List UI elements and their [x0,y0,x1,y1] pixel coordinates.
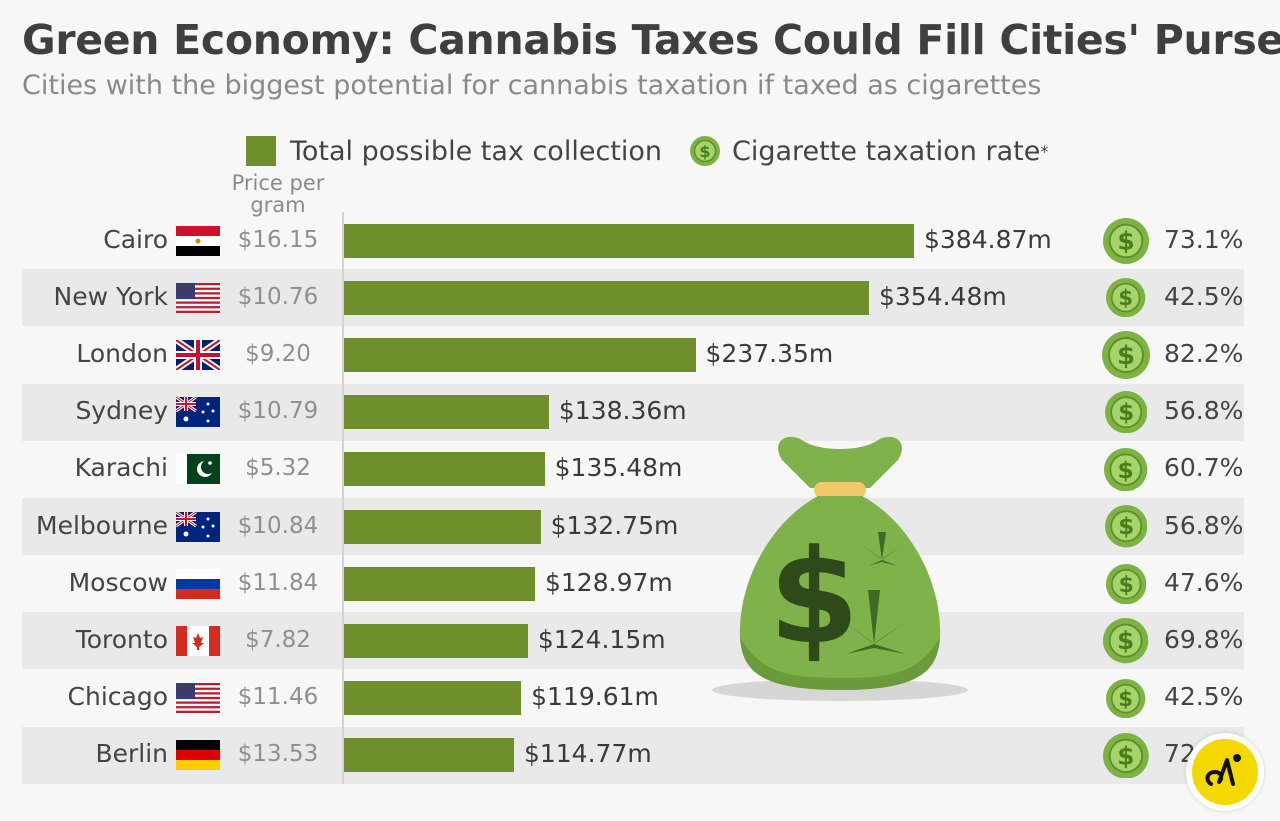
bar-value-label: $128.97m [545,567,673,597]
svg-text:$: $ [1117,226,1134,255]
price-per-gram: $16.15 [237,226,319,253]
tax-rate-label: 82.2% [1164,339,1244,368]
city-label: Moscow [68,567,168,597]
bar-value-label: $135.48m [554,453,683,483]
coin-icon: $ [1102,331,1150,383]
money-bag-icon: $ [712,436,968,701]
usa-flag-icon [176,683,220,714]
usa-flag-icon [176,282,220,313]
tax-rate-label: 60.7% [1164,453,1244,483]
svg-text:$: $ [1118,572,1133,597]
price-per-gram: $11.46 [237,684,319,711]
bar-value-label: $237.35m [705,339,834,368]
tax-rate-label: 73.1% [1164,224,1244,254]
legend-bar-swatch [246,136,276,166]
bar-value-label: $384.87m [924,224,1052,254]
bar-value-label: $119.61m [531,682,659,712]
price-per-gram: $11.84 [237,569,319,596]
bar [344,395,549,430]
city-label: Chicago [67,682,168,712]
egypt-flag-icon [176,225,220,256]
coin-icon: $ [1106,678,1146,722]
bar [344,681,522,716]
bar-value-label: $354.48m [878,281,1007,311]
city-label: London [76,339,168,368]
tax-rate-label: 42.5% [1164,682,1244,712]
legend-coin-icon: $ [690,136,720,166]
legend-rate: $ Cigarette taxation rate * [690,134,1048,168]
watermark-badge [1186,733,1264,811]
bar [344,280,869,315]
coin-icon: $ [1103,618,1149,667]
city-label: Berlin [95,739,168,769]
coin-icon: $ [1104,390,1148,437]
australia-flag-icon [175,510,220,542]
bar-value-label: $138.36m [558,396,687,426]
price-per-gram: $10.79 [237,398,319,425]
price-per-gram: $13.53 [237,741,319,768]
germany-flag-icon [176,740,220,771]
row-band [22,726,1244,784]
legend-rate-label: Cigarette taxation rate [732,135,1041,167]
tax-rate-label: 47.6% [1164,567,1244,597]
coin-icon: $ [1102,217,1149,268]
city-label: Melbourne [36,510,168,540]
bar-value-label: $132.75m [550,510,679,540]
bar [344,223,914,258]
legend-rate-marker: * [1040,141,1049,161]
bar [344,566,535,601]
bar-value-label: $114.77m [523,739,652,769]
row-band [22,498,1244,555]
legend-bar-label: Total possible tax collection [290,135,663,167]
price-header: Price per gram [231,171,325,217]
tax-rate-label: 42.5% [1164,281,1244,311]
bar [344,452,545,487]
city-label: Toronto [75,625,168,654]
legend-bars: Total possible tax collection [246,134,662,168]
city-label: New York [53,281,168,311]
row-band [22,612,1244,670]
tax-rate-label: 56.8% [1164,396,1244,426]
row-band [22,383,1244,441]
svg-text:$: $ [769,521,859,673]
price-per-gram: $10.84 [237,512,319,539]
price-per-gram: $10.76 [237,283,319,310]
pakistan-flag-icon [176,454,220,485]
bar [344,509,541,544]
bar [344,624,528,658]
city-label: Karachi [74,453,168,483]
coin-icon: $ [1103,732,1149,783]
coin-icon: $ [1106,278,1146,321]
chart-subtitle: Cities with the biggest potential for ca… [22,70,1042,101]
svg-text:$: $ [1118,515,1134,541]
svg-text:$: $ [1117,341,1135,371]
svg-text:$: $ [1119,286,1134,311]
svg-text:$: $ [1119,687,1134,712]
svg-text:$: $ [1117,741,1134,770]
svg-text:$: $ [1118,456,1134,484]
uk-flag-icon [174,337,222,373]
svg-text:$: $ [1118,400,1134,426]
coin-icon: $ [1105,563,1147,608]
watermark-logo-icon [1205,754,1241,786]
coin-icon: $ [1104,505,1148,551]
city-label: Cairo [103,224,168,254]
chart-title: Green Economy: Cannabis Taxes Could Fill… [22,16,1280,64]
price-per-gram: $9.20 [245,341,311,367]
bar [344,738,514,773]
bar-axis [342,212,344,784]
price-per-gram: $5.32 [245,455,311,482]
svg-text:$: $ [1117,626,1134,655]
coin-icon: $ [1104,447,1148,495]
city-label: Sydney [75,396,168,426]
bar-value-label: $124.15m [537,625,666,654]
russia-flag-icon [176,568,220,599]
price-per-gram: $7.82 [245,627,311,653]
bar [344,338,696,372]
tax-rate-label: 56.8% [1164,510,1244,540]
tax-rate-label: 69.8% [1164,625,1244,654]
australia-flag-icon [175,395,220,428]
canada-flag-icon [176,626,220,656]
svg-text:$: $ [699,142,710,161]
